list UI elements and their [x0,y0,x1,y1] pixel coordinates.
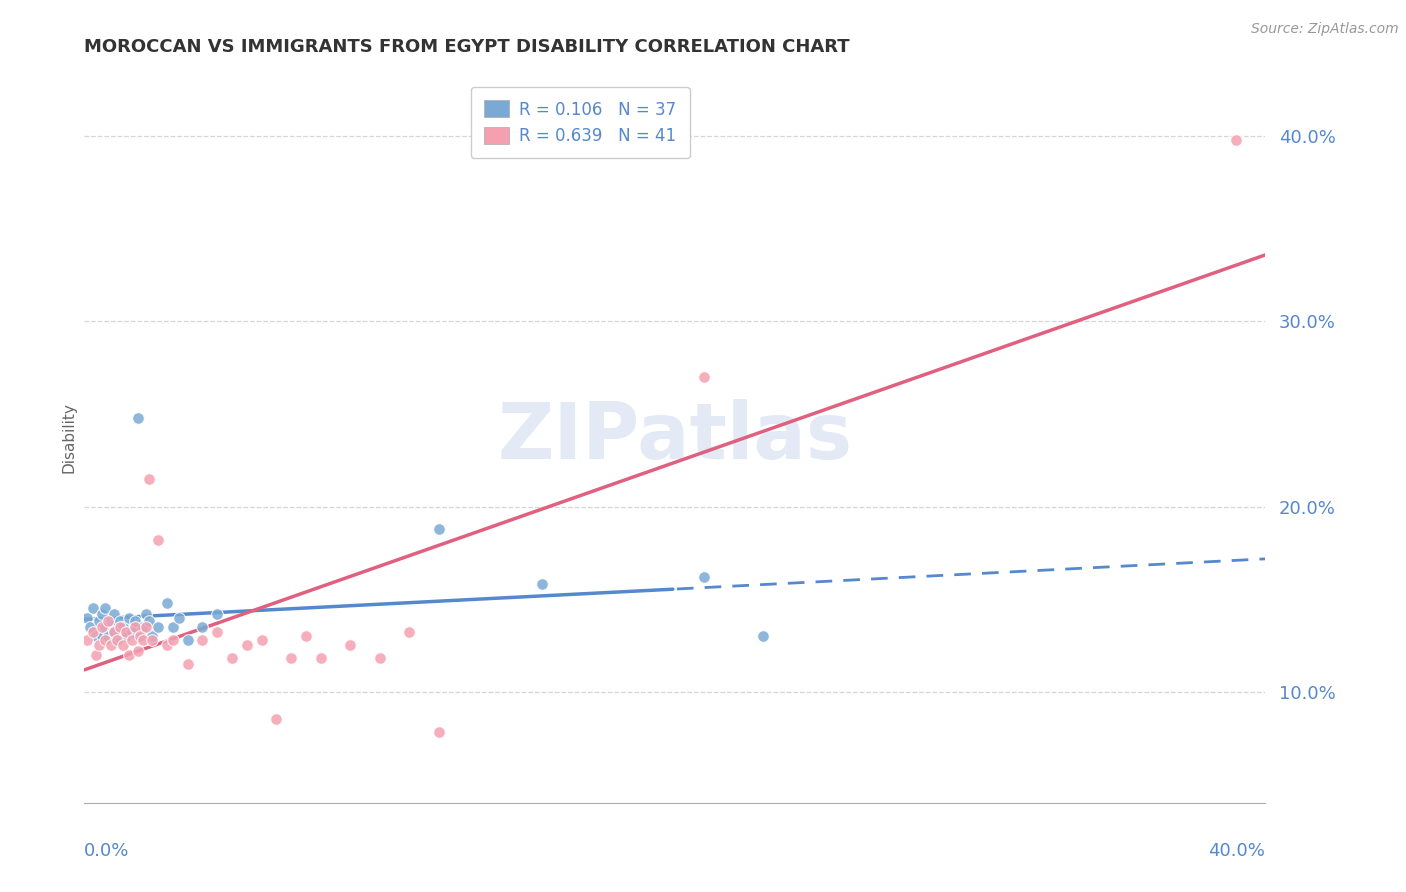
Point [118,610,141,624]
Text: ZIPatlas: ZIPatlas [498,399,852,475]
Point [124,620,146,634]
Point [105,632,128,647]
Point [114,625,136,640]
Point [103,624,125,638]
Point [752,629,775,643]
Point [82,601,104,615]
Point [94,632,117,647]
Y-axis label: Disability: Disability [60,401,76,473]
Text: 40.0%: 40.0% [1209,842,1265,860]
Point [177,657,200,671]
Legend: R = 0.106   N = 37, R = 0.639   N = 41: R = 0.106 N = 37, R = 0.639 N = 41 [471,87,690,159]
Point [127,644,149,658]
Point [111,620,134,634]
Point [135,607,157,621]
Point [118,648,141,662]
Point [138,472,160,486]
Point [156,639,179,653]
Text: 0.0%: 0.0% [84,842,129,860]
Point [207,625,229,640]
Point [129,629,152,643]
Point [250,632,273,647]
Point [132,632,155,647]
Point [148,533,170,547]
Point [427,725,450,739]
Point [148,620,170,634]
Point [124,615,146,629]
Point [76,632,98,647]
Point [141,632,163,647]
Point [236,639,259,653]
Point [100,639,122,653]
Point [94,601,117,615]
Point [398,625,420,640]
Point [309,651,332,665]
Point [121,632,143,647]
Point [100,615,122,629]
Point [531,577,554,591]
Point [76,610,98,624]
Point [84,629,107,643]
Point [91,629,114,643]
Point [162,620,184,634]
Point [111,639,134,653]
Point [191,632,214,647]
Point [105,632,128,647]
Point [141,629,163,643]
Point [135,620,157,634]
Point [108,620,131,634]
Point [84,648,107,662]
Point [121,625,143,640]
Point [87,639,111,653]
Point [427,522,450,536]
Point [295,629,318,643]
Point [138,615,160,629]
Point [87,615,111,629]
Point [167,610,190,624]
Point [97,615,120,629]
Text: Source: ZipAtlas.com: Source: ZipAtlas.com [1251,22,1399,37]
Point [339,639,361,653]
Point [280,651,302,665]
Point [127,410,149,425]
Point [79,620,101,634]
Point [103,625,125,640]
Point [1225,133,1247,147]
Point [693,570,716,584]
Point [156,596,179,610]
Point [91,620,114,634]
Point [97,629,120,643]
Point [368,651,391,665]
Point [91,607,114,621]
Text: MOROCCAN VS IMMIGRANTS FROM EGYPT DISABILITY CORRELATION CHART: MOROCCAN VS IMMIGRANTS FROM EGYPT DISABI… [84,38,851,56]
Point [129,629,152,643]
Point [693,370,716,384]
Point [266,713,288,727]
Point [82,625,104,640]
Point [177,632,200,647]
Point [221,651,243,665]
Point [94,620,117,634]
Point [191,620,214,634]
Point [114,629,136,643]
Point [103,607,125,621]
Point [162,632,184,647]
Point [108,615,131,629]
Point [132,620,155,634]
Point [207,607,229,621]
